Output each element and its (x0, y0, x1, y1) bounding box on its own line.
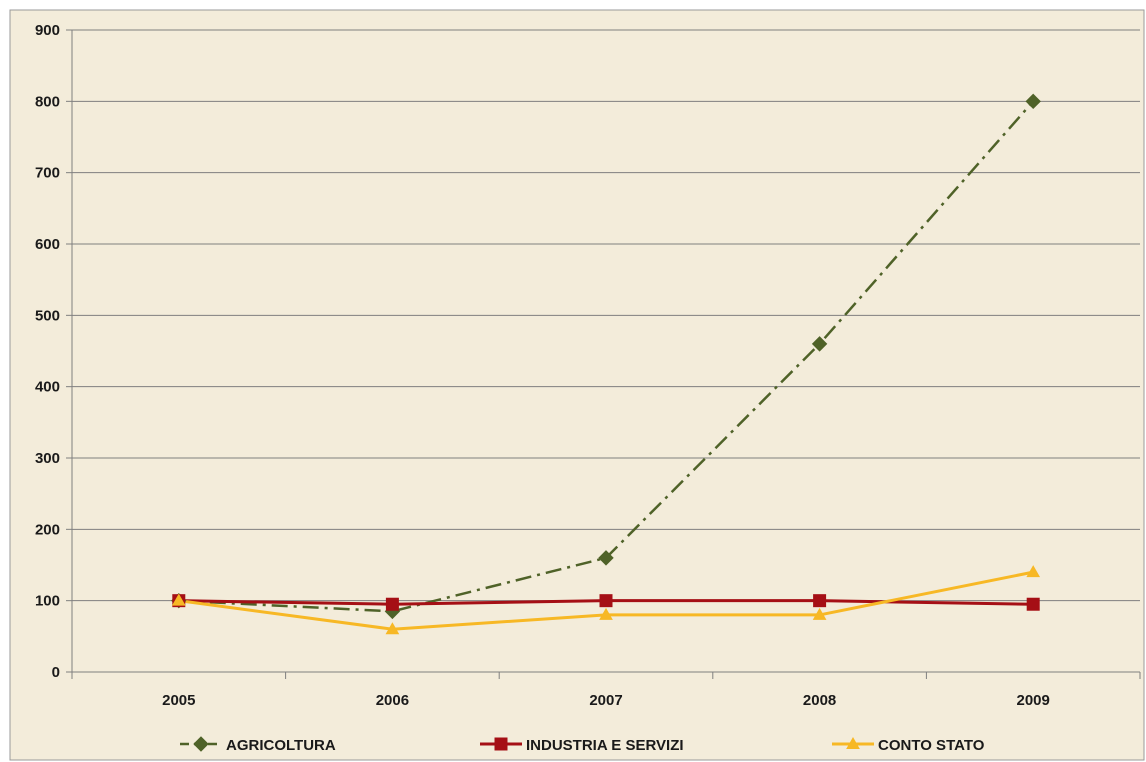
axes (71, 30, 1141, 679)
data-point-industria-e-servizi-2009 (1026, 597, 1040, 611)
legend-label: AGRICOLTURA (226, 737, 336, 754)
x-tick-label: 2005 (162, 692, 195, 709)
x-tick-label: 2007 (589, 692, 622, 709)
x-tick-label: 2006 (376, 692, 409, 709)
data-point-conto-stato-2008 (812, 607, 827, 620)
y-tick-label: 200 (35, 521, 60, 538)
y-tick-labels: 0 100 200 300 400 500 600 700 800 900 (35, 22, 60, 681)
data-point-agricoltura-2009 (1025, 93, 1041, 110)
plot-area-background (72, 30, 1140, 672)
data-point-conto-stato-2009 (1026, 565, 1041, 578)
legend: AGRICOLTURA INDUSTRIA E SERVIZI CONTO STAT… (180, 736, 985, 754)
legend-item-conto-stato: CONTO STATO (832, 736, 985, 754)
data-point-agricoltura-2007 (598, 550, 614, 566)
data-point-industria-e-servizi-2006 (385, 597, 399, 611)
y-tick-label: 800 (35, 93, 60, 110)
y-tick-label: 500 (35, 307, 60, 324)
legend-item-industria-e-servizi: INDUSTRIA E SERVIZI (480, 737, 684, 754)
data-point-agricoltura-2008 (811, 336, 828, 352)
legend-marker (494, 737, 508, 751)
y-tick-label: 100 (35, 593, 60, 610)
y-tick-label: 300 (35, 450, 60, 467)
y-tick-label: 400 (35, 379, 60, 396)
y-tick-label: 600 (35, 236, 60, 253)
data-point-conto-stato-2006 (385, 622, 400, 635)
x-tick-label: 2009 (1017, 692, 1050, 709)
y-tick-label: 0 (52, 664, 60, 681)
legend-label: CONTO STATO (878, 737, 985, 754)
legend-item-agricoltura: AGRICOLTURA (180, 736, 336, 754)
x-tick-labels: 2005 2006 2007 2008 2009 (162, 692, 1050, 709)
y-tick-label: 700 (35, 165, 60, 182)
x-tick-label: 2008 (803, 692, 836, 709)
series-markers (171, 93, 1041, 635)
y-tick-label: 900 (35, 22, 60, 39)
legend-marker (846, 736, 860, 749)
data-point-conto-stato-2005 (171, 593, 186, 606)
data-point-industria-e-servizi-2007 (599, 594, 613, 608)
data-point-industria-e-servizi-2008 (813, 594, 827, 608)
data-point-conto-stato-2007 (599, 607, 613, 620)
legend-marker (193, 736, 209, 752)
legend-label: INDUSTRIA E SERVIZI (526, 737, 684, 754)
